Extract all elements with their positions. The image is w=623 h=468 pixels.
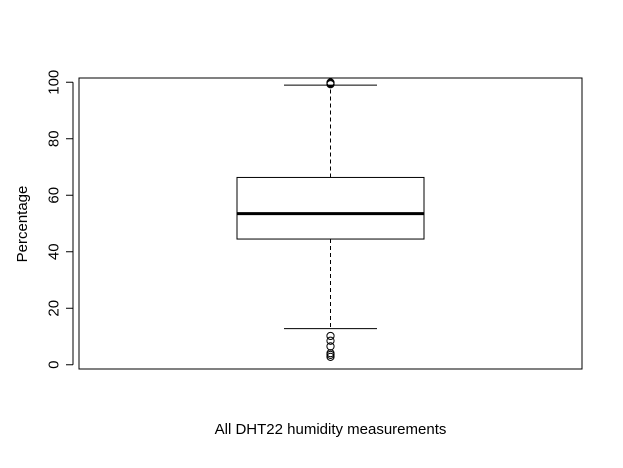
- boxplot: [236, 78, 425, 361]
- outlier-point: [326, 342, 335, 351]
- y-tick-label: 60: [46, 187, 63, 204]
- box-iqr: [236, 176, 425, 240]
- y-tick-label: 100: [46, 70, 63, 95]
- outlier-point: [326, 336, 335, 345]
- y-tick-label: 80: [46, 130, 63, 147]
- y-axis: 0 20 40 60 80 100: [46, 70, 74, 369]
- y-tick-label: 0: [46, 361, 63, 369]
- x-axis-label: All DHT22 humidity measurements: [215, 421, 447, 438]
- y-tick-label: 40: [46, 243, 63, 260]
- y-axis-label: Percentage: [14, 186, 31, 263]
- outlier-point: [326, 331, 335, 341]
- plot-frame: [78, 77, 583, 370]
- outlier-point: [326, 78, 335, 87]
- outlier-point: [326, 352, 335, 361]
- y-tick-label: 20: [46, 300, 63, 317]
